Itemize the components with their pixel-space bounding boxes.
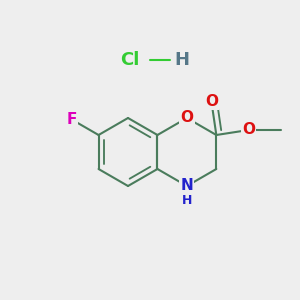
Text: O: O (180, 110, 194, 125)
Text: O: O (242, 122, 255, 137)
Text: H: H (182, 194, 192, 206)
Text: Cl: Cl (120, 51, 140, 69)
Text: N: N (181, 178, 193, 194)
Text: H: H (175, 51, 190, 69)
Text: O: O (205, 94, 218, 109)
Text: F: F (67, 112, 77, 127)
